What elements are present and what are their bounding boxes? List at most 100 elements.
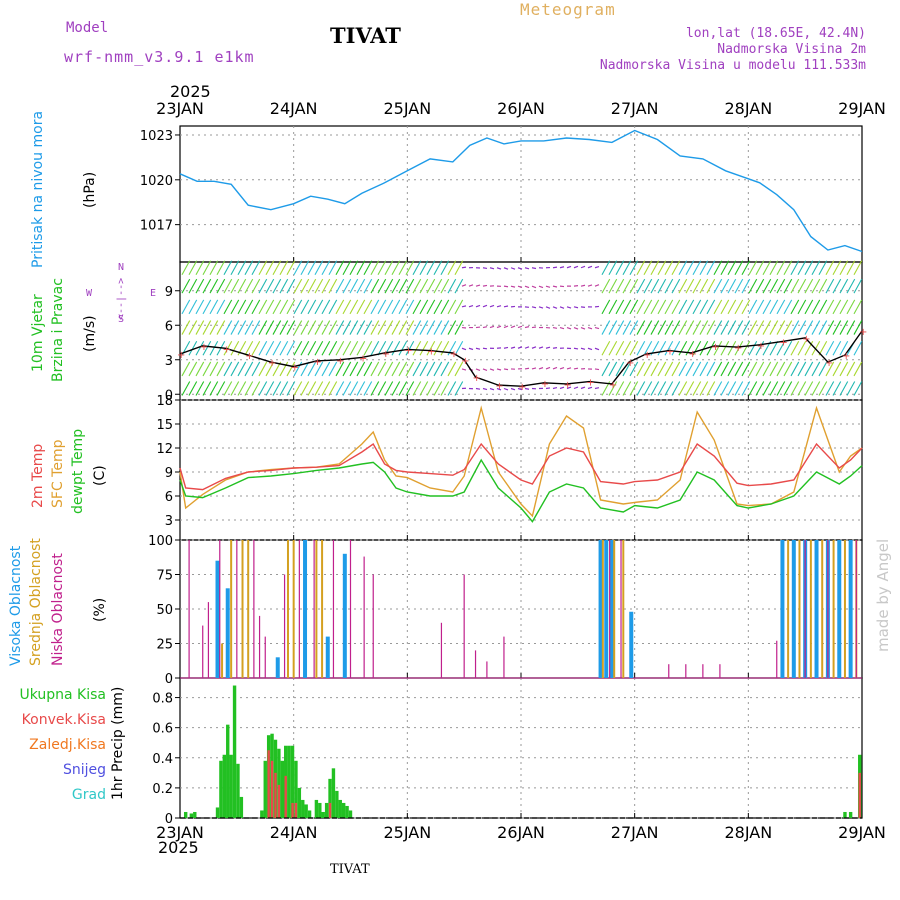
wind-barb — [720, 320, 730, 335]
wind-barb — [461, 347, 467, 351]
low-cloud-bar — [463, 574, 465, 678]
mid-cloud-bar — [247, 540, 250, 678]
total-precip-bar — [301, 799, 305, 818]
wind-barb — [363, 340, 373, 356]
y-tick-label: 50 — [156, 603, 173, 618]
wind-barb — [545, 346, 551, 349]
high-cloud-bar — [215, 560, 220, 678]
y-tick-label: 18 — [156, 394, 173, 409]
wind-barb — [272, 381, 282, 396]
low-cloud-bar — [207, 602, 210, 678]
wind-barb — [223, 299, 233, 315]
wind-barb — [209, 340, 219, 356]
wind-barb — [412, 340, 422, 356]
low-cloud-bar — [188, 540, 190, 678]
wind-barb — [657, 361, 667, 377]
wind-barb — [181, 260, 191, 276]
wind-barb — [566, 306, 572, 309]
low-cloud-bar — [313, 540, 315, 678]
total-precip-bar — [307, 810, 312, 818]
wind-barb — [664, 361, 674, 377]
wind-barb — [384, 320, 394, 335]
wind-barb — [181, 320, 191, 335]
wind-barb — [468, 347, 474, 351]
wind-barb — [825, 361, 835, 377]
wind-barb — [265, 381, 275, 396]
wind-barb — [727, 278, 737, 294]
wind-barb — [321, 361, 331, 377]
wind-barb — [286, 381, 296, 396]
wind-barb — [650, 361, 660, 377]
wind-barb — [349, 260, 359, 276]
total-precip-bar — [843, 811, 847, 818]
high-cloud-bar — [598, 540, 603, 678]
low-cloud-bar — [236, 540, 238, 678]
low-cloud-bar — [258, 615, 261, 678]
wind-barb — [762, 260, 772, 276]
wind-barb — [370, 361, 380, 377]
wind-barb — [664, 278, 674, 294]
high-cloud-bar — [225, 588, 230, 678]
wind-barb — [643, 299, 653, 315]
wind-barb — [818, 361, 828, 377]
y-tick-label: 25 — [156, 638, 173, 653]
wind-barb — [202, 361, 212, 377]
wind-marker: + — [200, 342, 208, 353]
wind-barb — [839, 278, 849, 294]
x-date-label-bottom: 27JAN — [611, 823, 659, 842]
wind-barb — [580, 306, 586, 308]
wind-barb — [489, 304, 495, 308]
wind-marker: + — [689, 349, 697, 360]
wind-barb — [734, 340, 744, 356]
wind-marker: + — [757, 341, 765, 352]
wind-barb — [440, 260, 450, 276]
wind-barb — [769, 381, 779, 396]
wind-barb — [853, 340, 863, 356]
wind-barb — [188, 278, 198, 294]
wind-barb — [818, 320, 828, 335]
wind-barb — [783, 340, 793, 356]
low-cloud-bar — [804, 540, 806, 678]
2m-temp-line — [179, 442, 863, 491]
wind-barb — [825, 340, 835, 356]
x-date-label-bottom: 29JAN — [838, 823, 886, 842]
wind-barb — [335, 361, 345, 377]
wind-barb — [699, 260, 709, 276]
wind-barb — [419, 381, 429, 396]
wind-barb — [790, 361, 800, 377]
wind-barb — [398, 361, 408, 377]
wind-barb — [706, 278, 716, 294]
wind-barb — [237, 278, 247, 294]
wind-barb — [608, 260, 618, 276]
wind-barb — [685, 278, 695, 294]
high-cloud-bar — [837, 540, 842, 678]
wind-barb — [356, 299, 366, 315]
wind-barb — [503, 325, 509, 329]
low-cloud-bar — [776, 640, 778, 678]
wind-barb — [853, 381, 863, 396]
wind-barb — [328, 278, 338, 294]
wind-barb — [692, 340, 702, 356]
wind-barb — [321, 260, 331, 276]
wind-barb — [440, 381, 450, 396]
wind-barb — [615, 260, 625, 276]
wind-barb — [349, 278, 359, 294]
wind-barb — [419, 361, 429, 377]
wind-barb — [538, 285, 544, 289]
mid-cloud-bar — [622, 540, 625, 678]
y-tick-label: 1017 — [140, 219, 173, 234]
wind-barb — [307, 278, 317, 294]
wind-barb — [433, 299, 443, 315]
wind-barb — [783, 299, 793, 315]
wind-barb — [475, 387, 481, 390]
wind-barb — [678, 260, 688, 276]
wind-barb — [720, 340, 730, 356]
wind-barb — [608, 361, 618, 377]
wind-barb — [426, 320, 436, 335]
high-cloud-bar — [780, 540, 785, 678]
low-cloud-bar — [855, 540, 857, 678]
wind-barb — [419, 320, 429, 335]
wind-barb — [377, 340, 387, 356]
wind-barb — [573, 265, 579, 269]
wind-barb — [825, 278, 835, 294]
